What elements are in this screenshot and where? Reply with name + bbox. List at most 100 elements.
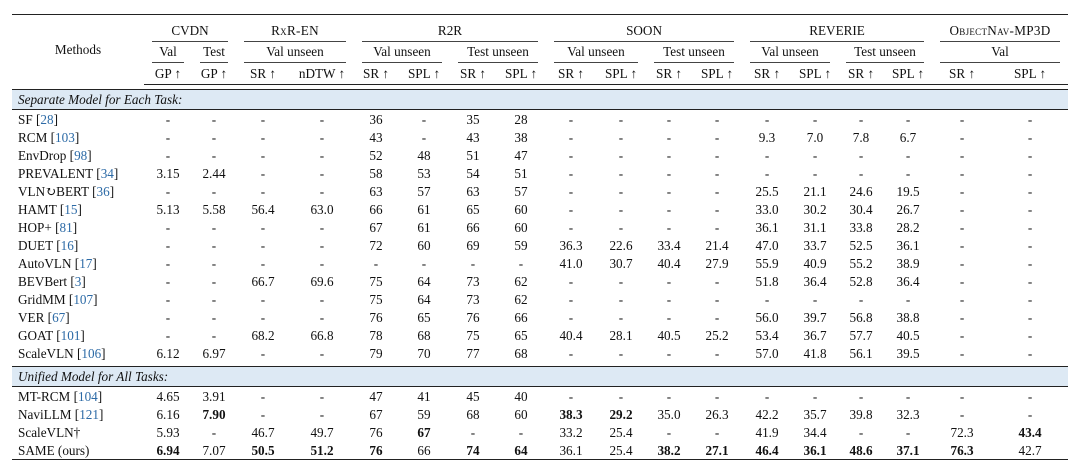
value-cell: - [959,147,965,163]
value-cell: 48 [417,147,431,163]
value-cell: - [666,345,672,361]
value-cell: - [666,424,672,440]
value-cell: - [959,291,965,307]
value-cell: - [618,165,624,181]
table-row: ScaleVLN [106] 6.12 6.97 - - 79 70 77 68 - - - - 57.0… [12,344,1068,362]
value-cell: - [764,147,770,163]
value-cell: - [812,165,818,181]
value-cell: 6.16 [156,406,180,422]
method-name: VER [18,309,45,325]
value-cell: - [1027,183,1033,199]
value-cell: 73 [466,273,480,289]
split-header-cell: Val unseen [546,42,646,63]
split-label: Val unseen [750,42,831,63]
methods-header: Methods [54,41,102,57]
value-cell: 70 [417,345,431,361]
value-cell: - [1027,345,1033,361]
value-cell: 6.94 [144,441,192,460]
metric-header: SR ↑ [546,63,596,85]
method-name: HOP+ [18,219,52,235]
value-cell: - [858,165,864,181]
value-cell: - [165,111,171,127]
citation-ref: 81 [59,219,73,235]
value-cell: - [666,183,672,199]
value-cell: - [959,273,965,289]
value-cell: 29.2 [609,406,633,422]
value-cell: - [812,388,818,404]
group-label: R2R [362,21,538,42]
method-cell: PREVALENT [34] [18,165,119,181]
split-label: Test [200,42,228,63]
value-cell: - [568,273,574,289]
value-cell: - [260,165,266,181]
method-cell: NaviLLM [121] [18,406,104,422]
value-cell: 6.7 [899,129,917,145]
method-name: EnvDrop [18,147,67,163]
value-cell: - [1027,237,1033,253]
method-name: BEVBert [18,273,68,289]
value-cell: - [666,111,672,127]
split-label: Val [152,42,184,63]
method-name: SF [18,111,33,127]
method-cell: EnvDrop [98] [18,147,92,163]
value-cell: - [618,345,624,361]
method-name: DUET [18,237,53,253]
value-cell: - [1027,327,1033,343]
value-cell: - [165,237,171,253]
value-cell: - [1027,219,1033,235]
split-header-cell: Test unseen [450,42,546,63]
value-cell: - [568,345,574,361]
value-cell: 52 [369,147,383,163]
value-cell: 67 [369,219,383,235]
value-cell: - [959,237,965,253]
value-cell: - [764,291,770,307]
value-cell: - [905,388,911,404]
value-cell: - [319,237,325,253]
value-cell: - [1027,406,1033,422]
value-cell: - [319,388,325,404]
group-label: REVERIE [750,21,925,42]
method-name: NaviLLM [18,406,72,422]
value-cell: - [858,424,864,440]
value-cell: - [764,388,770,404]
value-cell: 21.4 [705,237,729,253]
value-cell: - [568,165,574,181]
method-cell: HOP+ [81] [18,219,78,235]
table-row: EnvDrop [98] - - - - 52 48 51 47 - - - - - - - - - - [12,146,1068,164]
table-row: SF [28] - - - - 36 - 35 28 - - - - - - - - - - [12,110,1068,129]
split-header-cell: Test unseen [838,42,932,63]
value-cell: - [618,183,624,199]
value-cell: - [260,255,266,271]
value-cell: - [165,219,171,235]
value-cell: 77 [466,345,480,361]
method-cell: RCM [103] [18,129,80,145]
value-cell: - [714,201,720,217]
value-cell: 57 [417,183,431,199]
table-row: AutoVLN [17] - - - - - - - - 41.0 30.7 40.4 27.9 55.9… [12,254,1068,272]
method-cell: VER [67] [18,309,70,325]
value-cell: 25.5 [755,183,779,199]
metric-header: GP ↑ [144,63,192,85]
value-cell: 7.0 [806,129,824,145]
value-cell: - [319,291,325,307]
citation-ref: 16 [60,237,74,253]
value-cell: 38.8 [896,309,920,325]
value-cell: 63 [369,183,383,199]
value-cell: 68 [417,327,431,343]
metric-header: SPL ↑ [792,63,839,85]
split-label: Val [940,42,1061,63]
value-cell: - [568,129,574,145]
value-cell: - [165,183,171,199]
value-cell: 7.07 [192,441,236,460]
value-cell: 5.13 [156,201,180,217]
value-cell: 58 [369,165,383,181]
value-cell: 33.8 [849,219,873,235]
metric-header: SPL ↑ [884,63,933,85]
value-cell: 69.6 [310,273,334,289]
value-cell: - [260,129,266,145]
value-cell: - [905,111,911,127]
value-cell: 54 [466,165,480,181]
value-cell: - [666,273,672,289]
table-row: NaviLLM [121] 6.16 7.90 - - 67 59 68 60 38.3 29.2 3… [12,405,1068,423]
value-cell: - [1027,273,1033,289]
